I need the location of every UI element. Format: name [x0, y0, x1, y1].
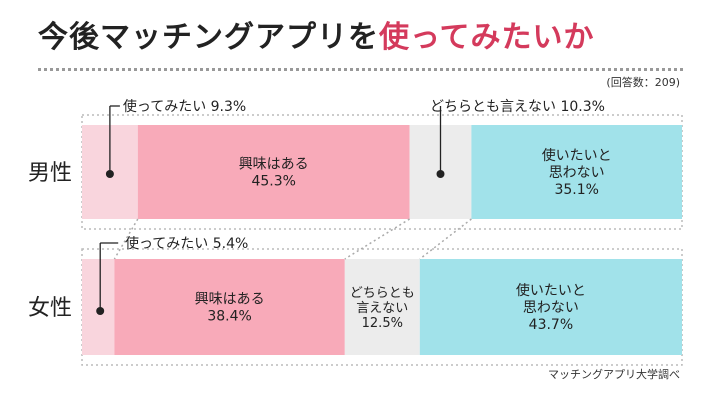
- callout-dot: [96, 307, 105, 315]
- category-label-male: 男性: [28, 161, 72, 186]
- data-label-female-neutral: どちらとも: [350, 286, 415, 301]
- data-label-female-neutral: 12.5%: [362, 316, 403, 331]
- data-label-male-not-want: 35.1%: [554, 182, 598, 198]
- bar-female-try: [82, 259, 115, 355]
- bar-female-interested: [114, 259, 345, 355]
- title-main: 今後マッチングアプリを: [38, 20, 379, 55]
- connector-line: [419, 218, 472, 260]
- bar-female-neutral: [344, 259, 420, 355]
- callout-label-female-try: 使ってみたい 5.4%: [125, 235, 248, 252]
- data-label-female-not-want: 43.7%: [529, 317, 573, 333]
- sample-size-note: (回答数：209): [606, 76, 680, 89]
- callout-label-male-neutral: どちらとも言えない 10.3%: [430, 99, 605, 115]
- data-label-male-not-want: 使いたいと: [542, 147, 612, 164]
- callout-dot: [105, 170, 114, 178]
- data-label-female-neutral: 言えない: [356, 301, 408, 316]
- title-highlight: 使ってみたいか: [379, 20, 595, 55]
- bar-female-not-want: [419, 259, 682, 355]
- category-label-female: 女性: [28, 296, 72, 321]
- data-label-female-interested: 興味はある: [195, 292, 265, 308]
- bar-male-not-want: [471, 125, 682, 219]
- bar-male-interested: [137, 125, 410, 219]
- callout-label-male-try: 使ってみたい 9.3%: [123, 98, 246, 115]
- page-title: 今後マッチングアプリを使ってみたいか: [38, 12, 595, 56]
- callout-dot: [436, 170, 445, 178]
- title-divider: [38, 68, 683, 71]
- data-label-male-not-want: 思わない: [549, 165, 605, 181]
- data-label-male-interested: 45.3%: [251, 174, 295, 190]
- data-label-female-interested: 38.4%: [207, 309, 251, 325]
- data-label-female-not-want: 使いたいと: [516, 282, 586, 299]
- data-label-female-not-want: 思わない: [523, 300, 579, 316]
- source-credit: マッチングアプリ大学調べ: [548, 368, 680, 381]
- data-label-male-interested: 興味はある: [239, 157, 309, 173]
